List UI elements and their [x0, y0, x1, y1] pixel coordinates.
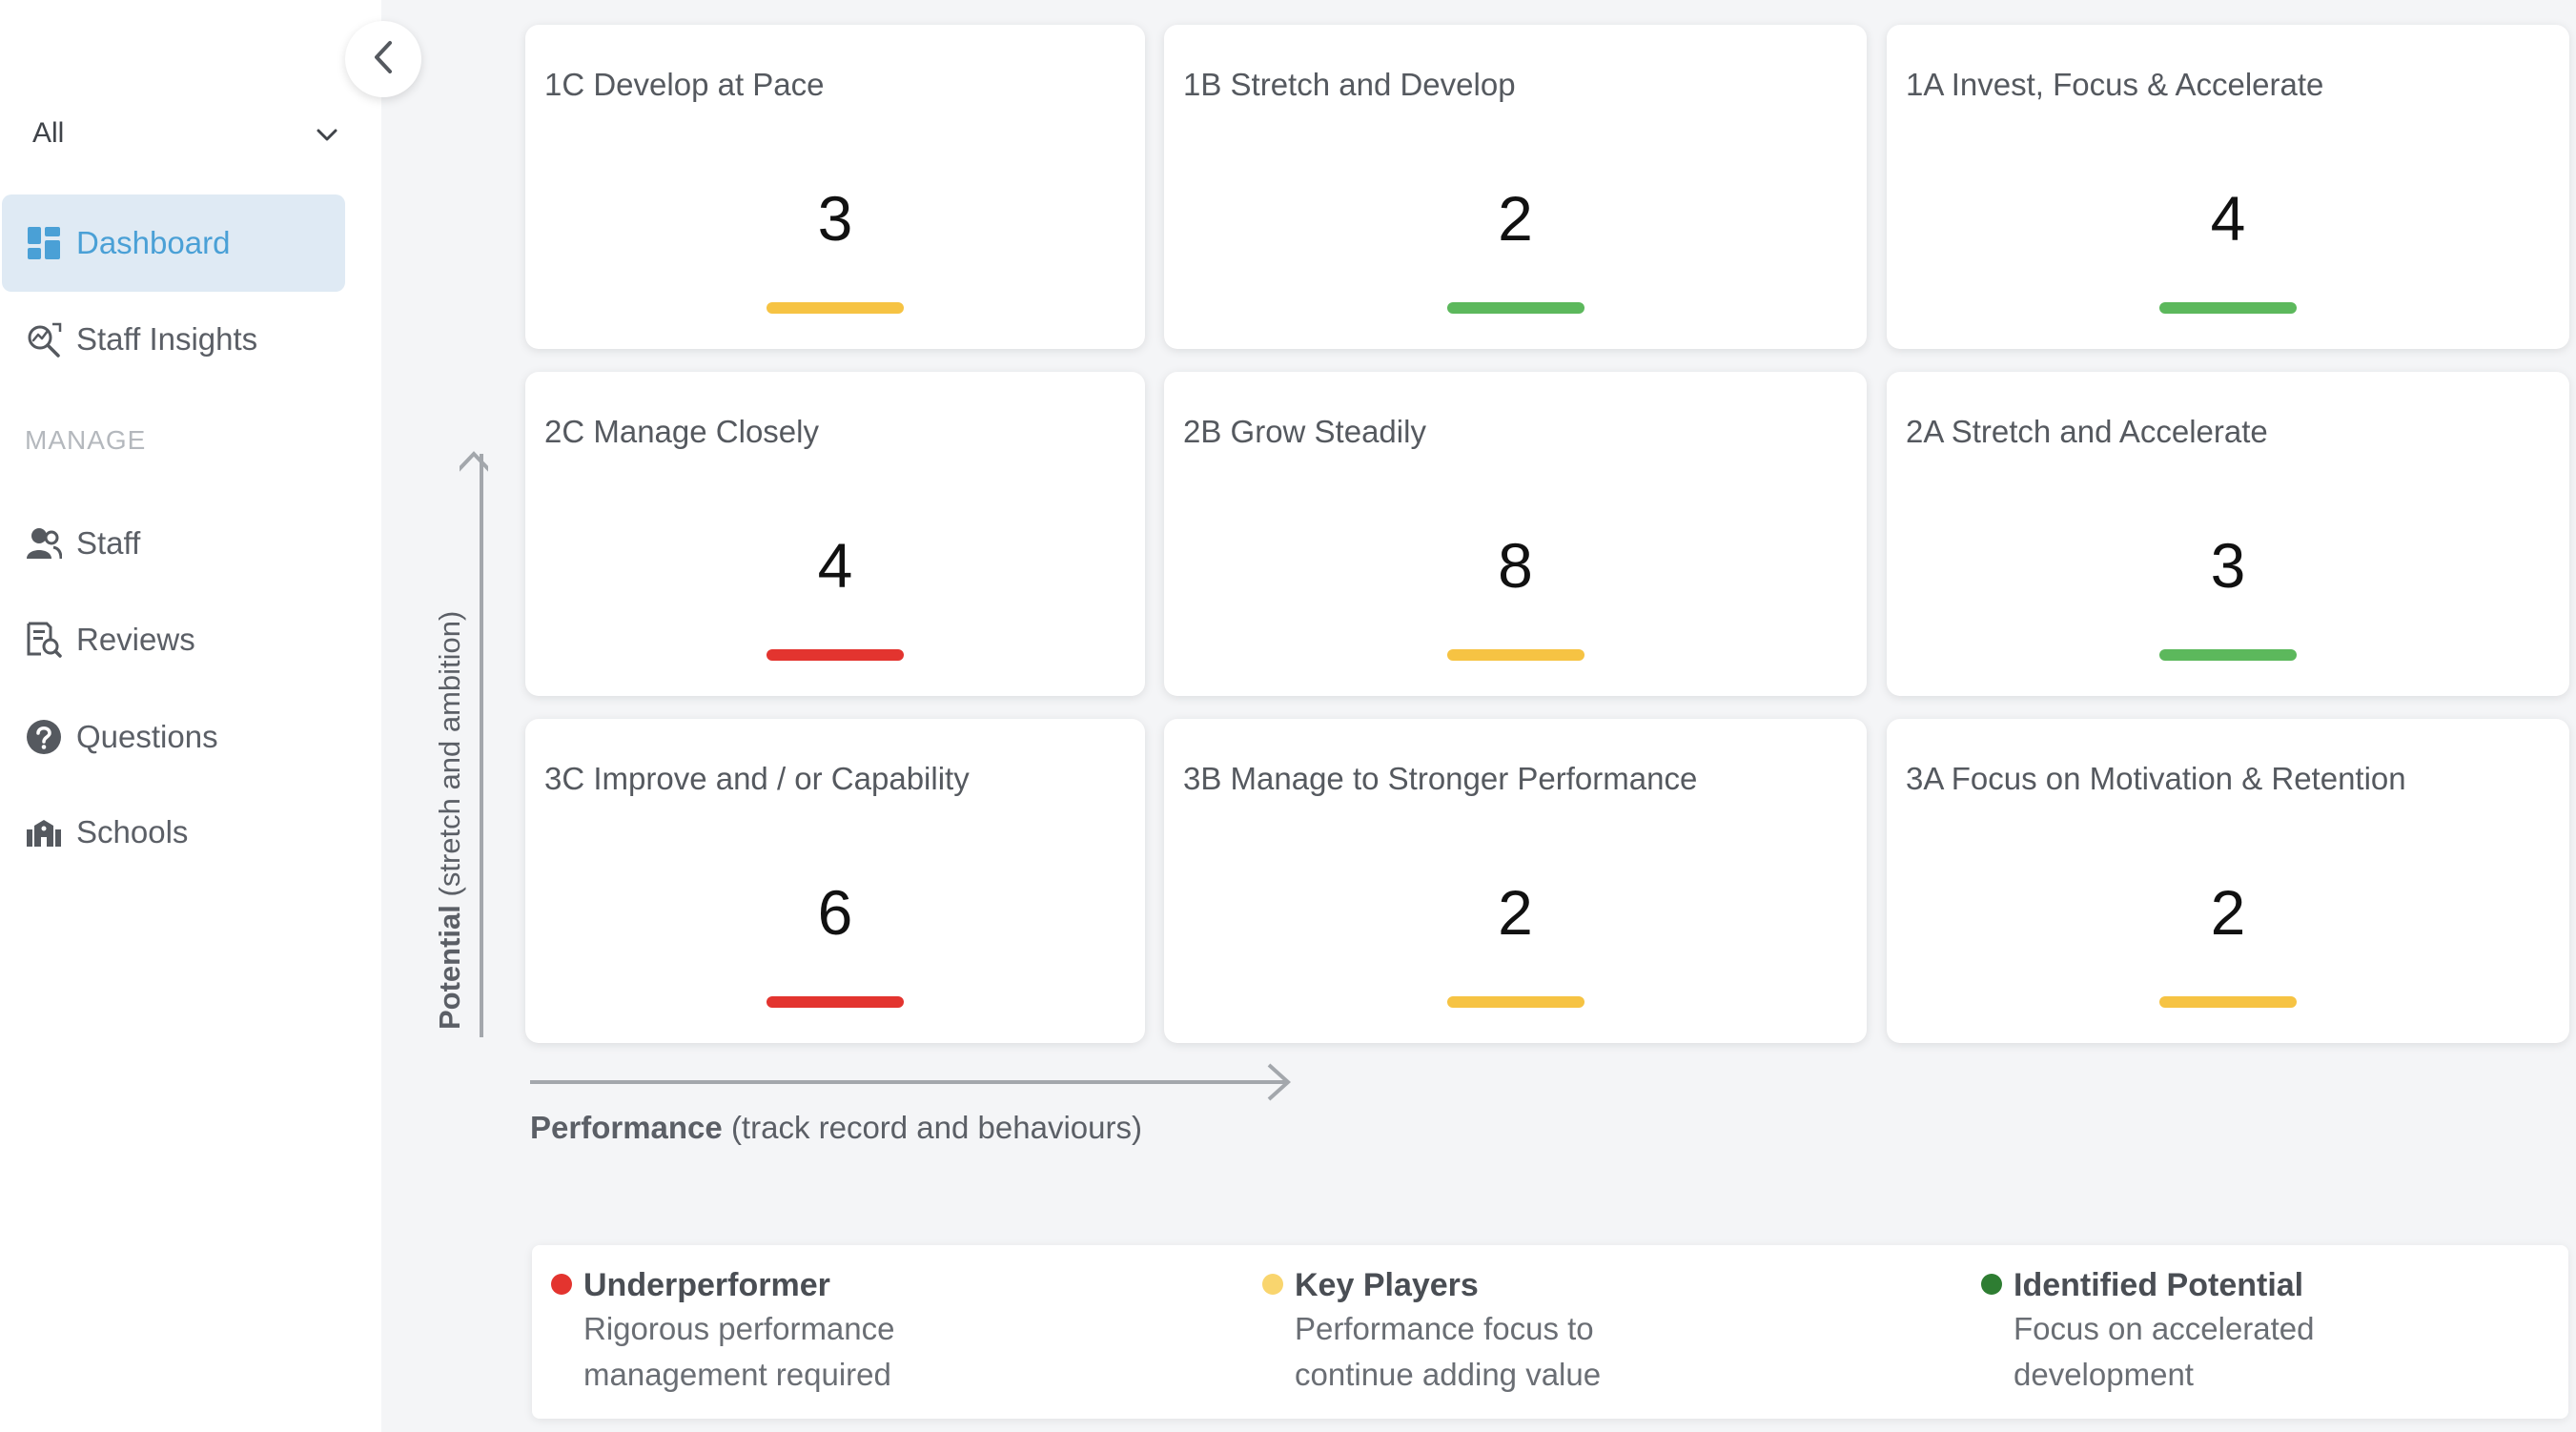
legend-description: Rigorous performance management required — [583, 1311, 895, 1392]
tile-title: 1A Invest, Focus & Accelerate — [1906, 67, 2324, 102]
tile-status-bar — [2159, 649, 2297, 661]
nav-item-label: Dashboard — [76, 225, 231, 260]
tile-count: 3 — [817, 183, 853, 254]
legend-description: Performance focus to continue adding val… — [1295, 1311, 1602, 1392]
legend-item-key-players: Key Players Performance focus to continu… — [1262, 1264, 1758, 1398]
tile-status-bar — [1446, 649, 1584, 661]
grid-tile-1b[interactable]: 1B Stretch and Develop 2 — [1164, 25, 1867, 349]
legend-dot — [551, 1274, 572, 1295]
tile-count: 8 — [1498, 530, 1533, 601]
tile-title: 2B Grow Steadily — [1183, 414, 1426, 449]
scope-select-value: All — [32, 117, 65, 149]
nav-item-schools[interactable]: Schools — [2, 784, 345, 881]
scope-select[interactable]: All — [32, 107, 337, 160]
tile-status-bar — [767, 649, 904, 661]
nav-item-label: Staff Insights — [76, 321, 258, 357]
tile-count: 2 — [1498, 183, 1533, 254]
chevron-left-icon — [373, 40, 394, 79]
question-circle-icon — [25, 718, 63, 756]
y-axis-label-strong: Potential — [433, 905, 466, 1030]
people-icon — [25, 524, 63, 563]
tile-count: 2 — [2210, 877, 2246, 948]
grid-tile-3b[interactable]: 3B Manage to Stronger Performance 2 — [1164, 719, 1867, 1043]
nav-item-dashboard[interactable]: Dashboard — [2, 194, 345, 292]
legend-title: Key Players — [1295, 1267, 1479, 1303]
y-axis-label: Potential (stretch and ambition) — [433, 611, 467, 1030]
document-search-icon — [25, 621, 63, 659]
grid-tile-2a[interactable]: 2A Stretch and Accelerate 3 — [1887, 372, 2569, 696]
grid-tile-1c[interactable]: 1C Develop at Pace 3 — [525, 25, 1145, 349]
tile-title: 2C Manage Closely — [544, 414, 819, 449]
legend-item-underperformer: Underperformer Rigorous performance mana… — [551, 1264, 1047, 1398]
nav-item-staff[interactable]: Staff — [2, 495, 345, 592]
dashboard-grid-icon — [25, 224, 63, 262]
nav-item-label: Staff — [76, 525, 141, 561]
nav-item-label: Questions — [76, 719, 218, 754]
nav-item-staff-insights[interactable]: Staff Insights — [2, 291, 345, 388]
tile-count: 4 — [817, 530, 853, 601]
legend-item-identified-potential: Identified Potential Focus on accelerate… — [1981, 1264, 2477, 1398]
nav-item-reviews[interactable]: Reviews — [2, 591, 345, 688]
tile-count: 4 — [2210, 183, 2246, 254]
tile-status-bar — [767, 302, 904, 314]
tile-status-bar — [2159, 996, 2297, 1008]
x-axis-label: Performance (track record and behaviours… — [530, 1110, 1142, 1146]
legend: Underperformer Rigorous performance mana… — [532, 1245, 2568, 1419]
tile-status-bar — [1446, 996, 1584, 1008]
legend-dot — [1981, 1274, 2002, 1295]
grid-tile-3c[interactable]: 3C Improve and / or Capability 6 — [525, 719, 1145, 1043]
x-axis-label-strong: Performance — [530, 1110, 723, 1145]
tile-title: 1C Develop at Pace — [544, 67, 825, 102]
insights-chart-icon — [25, 320, 63, 358]
x-axis-label-rest: (track record and behaviours) — [730, 1110, 1142, 1145]
nav-item-questions[interactable]: Questions — [2, 688, 345, 786]
grid-tile-2c[interactable]: 2C Manage Closely 4 — [525, 372, 1145, 696]
nav-item-label: Schools — [76, 814, 189, 849]
legend-title: Underperformer — [583, 1267, 830, 1303]
tile-count: 2 — [1498, 877, 1533, 948]
y-axis-arrow — [460, 451, 488, 1037]
tile-status-bar — [1446, 302, 1584, 314]
tile-title: 3B Manage to Stronger Performance — [1183, 761, 1698, 796]
collapse-sidebar-button[interactable] — [345, 21, 421, 97]
section-label-manage: MANAGE — [25, 425, 147, 455]
legend-description: Focus on accelerated development — [2014, 1311, 2315, 1392]
tile-status-bar — [2159, 302, 2297, 314]
tile-title: 1B Stretch and Develop — [1183, 67, 1516, 102]
legend-dot — [1262, 1274, 1283, 1295]
tile-title: 3A Focus on Motivation & Retention — [1906, 761, 2406, 796]
legend-title: Identified Potential — [2014, 1267, 2304, 1303]
x-axis-arrow — [530, 1063, 1291, 1101]
school-building-icon — [25, 813, 63, 851]
nav-item-label: Reviews — [76, 622, 195, 657]
grid-tile-2b[interactable]: 2B Grow Steadily 8 — [1164, 372, 1867, 696]
tile-title: 2A Stretch and Accelerate — [1906, 414, 2268, 449]
y-axis-label-rest: (stretch and ambition) — [433, 610, 466, 897]
sidebar: All Dashboard Staff Insights MANAGE — [0, 0, 381, 1432]
chevron-down-icon — [317, 117, 337, 150]
tile-status-bar — [767, 996, 904, 1008]
tile-count: 6 — [817, 877, 853, 948]
grid-tile-1a[interactable]: 1A Invest, Focus & Accelerate 4 — [1887, 25, 2569, 349]
tile-count: 3 — [2210, 530, 2246, 601]
grid-tile-3a[interactable]: 3A Focus on Motivation & Retention 2 — [1887, 719, 2569, 1043]
tile-title: 3C Improve and / or Capability — [544, 761, 970, 796]
